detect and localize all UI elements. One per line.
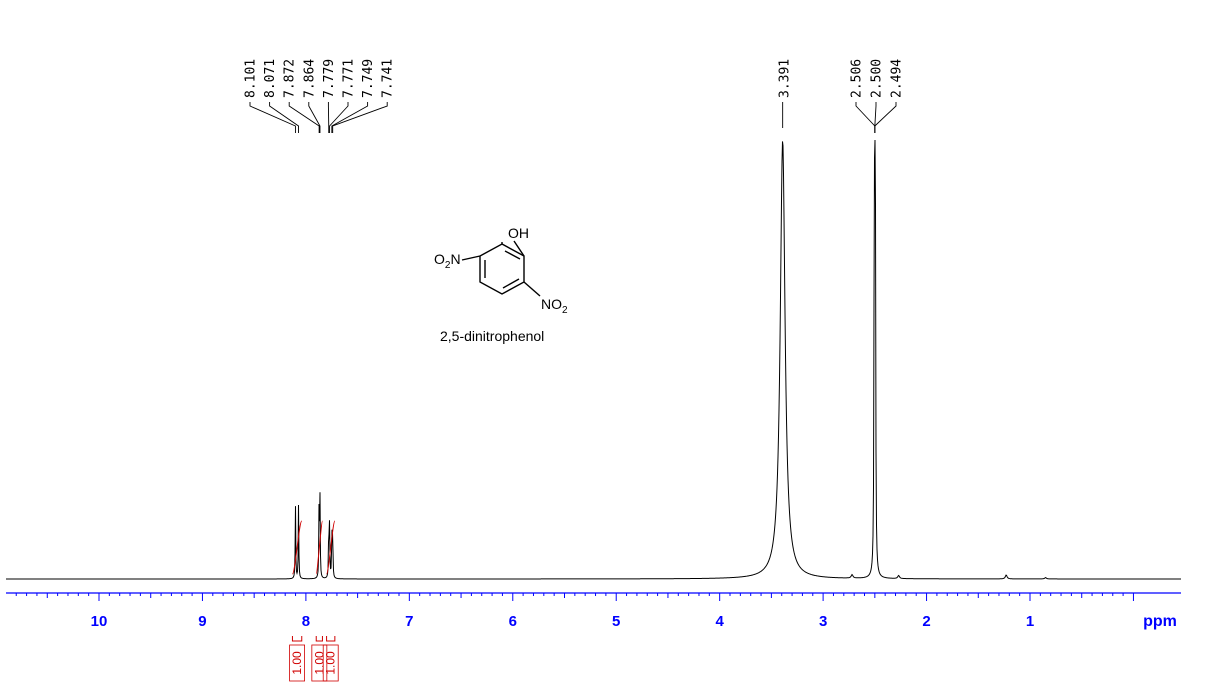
peak-label-2.506: 2.506 [850,59,865,98]
peak-labels-water: 3.391 [778,59,793,128]
integral-group: 1.00 1.001.00 [289,520,339,682]
integral-value-0: 1.00 [290,651,304,675]
integral-curve-2 [326,520,336,575]
peak-label-7.749: 7.749 [361,59,376,98]
tick-label-4: 4 [715,613,724,630]
integral-bracket-0 [291,636,303,642]
tick-label-10: 10 [91,613,108,630]
peak-label-2.500: 2.500 [870,59,885,98]
peak-leader-2.494 [874,102,897,133]
integral-bracket-1 [315,636,323,642]
peak-labels-aromatic: 8.101 8.071 7.872 7.864 7.779 7.771 7.749 7.741 [244,59,396,133]
spectrum-layer [6,139,1181,580]
peak-leader-7.741 [332,102,388,133]
tick-label-8: 8 [302,613,310,630]
integral-box-1 [311,644,328,682]
tick-label-7: 7 [405,613,413,630]
no2-subscript: 2 [562,305,568,316]
peak-leader-7.864 [308,102,321,133]
peak-label-2.494: 2.494 [890,59,905,98]
peak-label-group: 8.101 8.071 7.872 7.864 7.779 7.771 7.749 7.741… [244,59,905,133]
tick-label-2: 2 [922,613,930,630]
peak-label-7.872: 7.872 [283,59,298,98]
peak-leader-2.506 [855,102,876,133]
integral-bracket-2 [326,636,336,642]
tick-label-5: 5 [612,613,620,630]
peak-leader-7.749 [331,102,369,133]
o2n-subscript: 2 [445,260,451,271]
peak-label-8.071: 8.071 [263,59,278,98]
no2-label: NO2 [541,296,568,316]
no2-main: NO [541,296,562,312]
peak-labels-dmso: 2.506 2.500 2.494 [850,59,905,133]
peak-leader-8.101 [249,102,296,133]
tick-label-3: 3 [819,613,827,630]
o2n-label: O2N [434,251,461,271]
integral-curve-0 [291,520,303,575]
peak-label-7.864: 7.864 [302,59,317,98]
molecule-structure: OH O2N NO2 2,5-dinitrophenol [434,225,568,344]
tick-label-6: 6 [509,613,517,630]
tick-label-1: 1 [1026,613,1034,630]
peak-label-7.771: 7.771 [342,59,357,98]
x-axis-unit: ppm [1143,613,1177,630]
x-axis: 10 9 8 7 6 5 4 3 2 1 ppm [6,592,1181,630]
integral-box-2 [322,644,339,682]
integral-curve-1 [315,520,323,575]
peak-label-8.101: 8.101 [244,59,259,98]
tick-label-9: 9 [198,613,206,630]
spectrum-trace [6,139,1181,580]
benzene-ring [461,240,541,297]
integral-value-2: 1.00 [324,651,338,675]
peak-leader-7.771 [329,102,349,133]
peak-label-7.741: 7.741 [381,59,396,98]
compound-name: 2,5-dinitrophenol [440,328,544,344]
o2n-tail: N [450,251,460,267]
o2n-main: O [434,251,445,267]
oh-label: OH [508,225,529,241]
peak-leader-7.872 [288,102,320,133]
peak-leader-8.071 [269,102,299,133]
peak-label-3.391: 3.391 [778,59,793,98]
peak-label-7.779: 7.779 [322,59,337,98]
integral-box-0 [289,644,305,682]
